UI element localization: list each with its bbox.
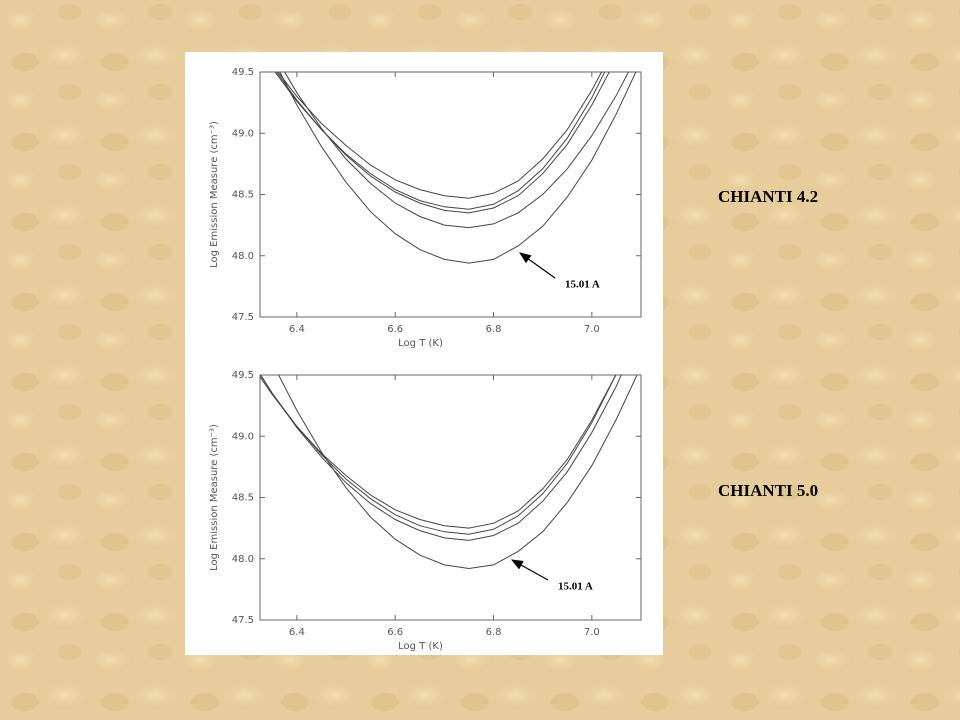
curve xyxy=(260,375,622,541)
x-tick-label: 7.0 xyxy=(584,627,600,638)
figure-panel xyxy=(185,52,663,655)
curve xyxy=(274,72,606,210)
x-tick-label: 6.8 xyxy=(486,324,502,335)
y-tick-label: 49.5 xyxy=(232,370,254,381)
x-tick-label: 7.0 xyxy=(584,324,600,335)
x-tick-label: 6.4 xyxy=(289,324,305,335)
x-tick-label: 6.6 xyxy=(387,627,403,638)
x-tick-label: 6.8 xyxy=(486,627,502,638)
y-tick-label: 48.5 xyxy=(232,493,254,504)
curve xyxy=(260,375,617,529)
y-tick-label: 48.0 xyxy=(232,251,254,262)
y-tick-label: 47.5 xyxy=(232,615,254,626)
x-axis-label: Log T (K) xyxy=(398,641,443,652)
curve xyxy=(278,375,638,570)
y-tick-label: 49.0 xyxy=(232,431,254,442)
chart-title: CHIANTI 4.2 xyxy=(718,187,818,206)
y-tick-label: 48.0 xyxy=(232,554,254,565)
annotation: 15.01 A xyxy=(558,581,593,593)
x-axis-label: Log T (K) xyxy=(398,338,443,349)
curve xyxy=(279,72,637,264)
y-axis-label: Log Emission Measure (cm⁻³) xyxy=(209,121,220,268)
curve xyxy=(260,375,617,535)
x-tick-label: 6.4 xyxy=(289,627,305,638)
x-tick-label: 6.6 xyxy=(387,324,403,335)
y-tick-label: 48.5 xyxy=(232,190,254,201)
y-tick-label: 47.5 xyxy=(232,312,254,323)
y-axis-label: Log Emission Measure (cm⁻³) xyxy=(209,424,220,571)
annotation-arrow xyxy=(510,559,549,581)
annotation: 15.01 A xyxy=(565,279,600,291)
curve xyxy=(277,72,603,199)
y-tick-label: 49.0 xyxy=(232,128,254,139)
curve xyxy=(284,72,629,229)
chart-title: CHIANTI 5.0 xyxy=(718,481,818,500)
annotation-arrow xyxy=(519,252,556,279)
y-tick-label: 49.5 xyxy=(232,67,254,78)
